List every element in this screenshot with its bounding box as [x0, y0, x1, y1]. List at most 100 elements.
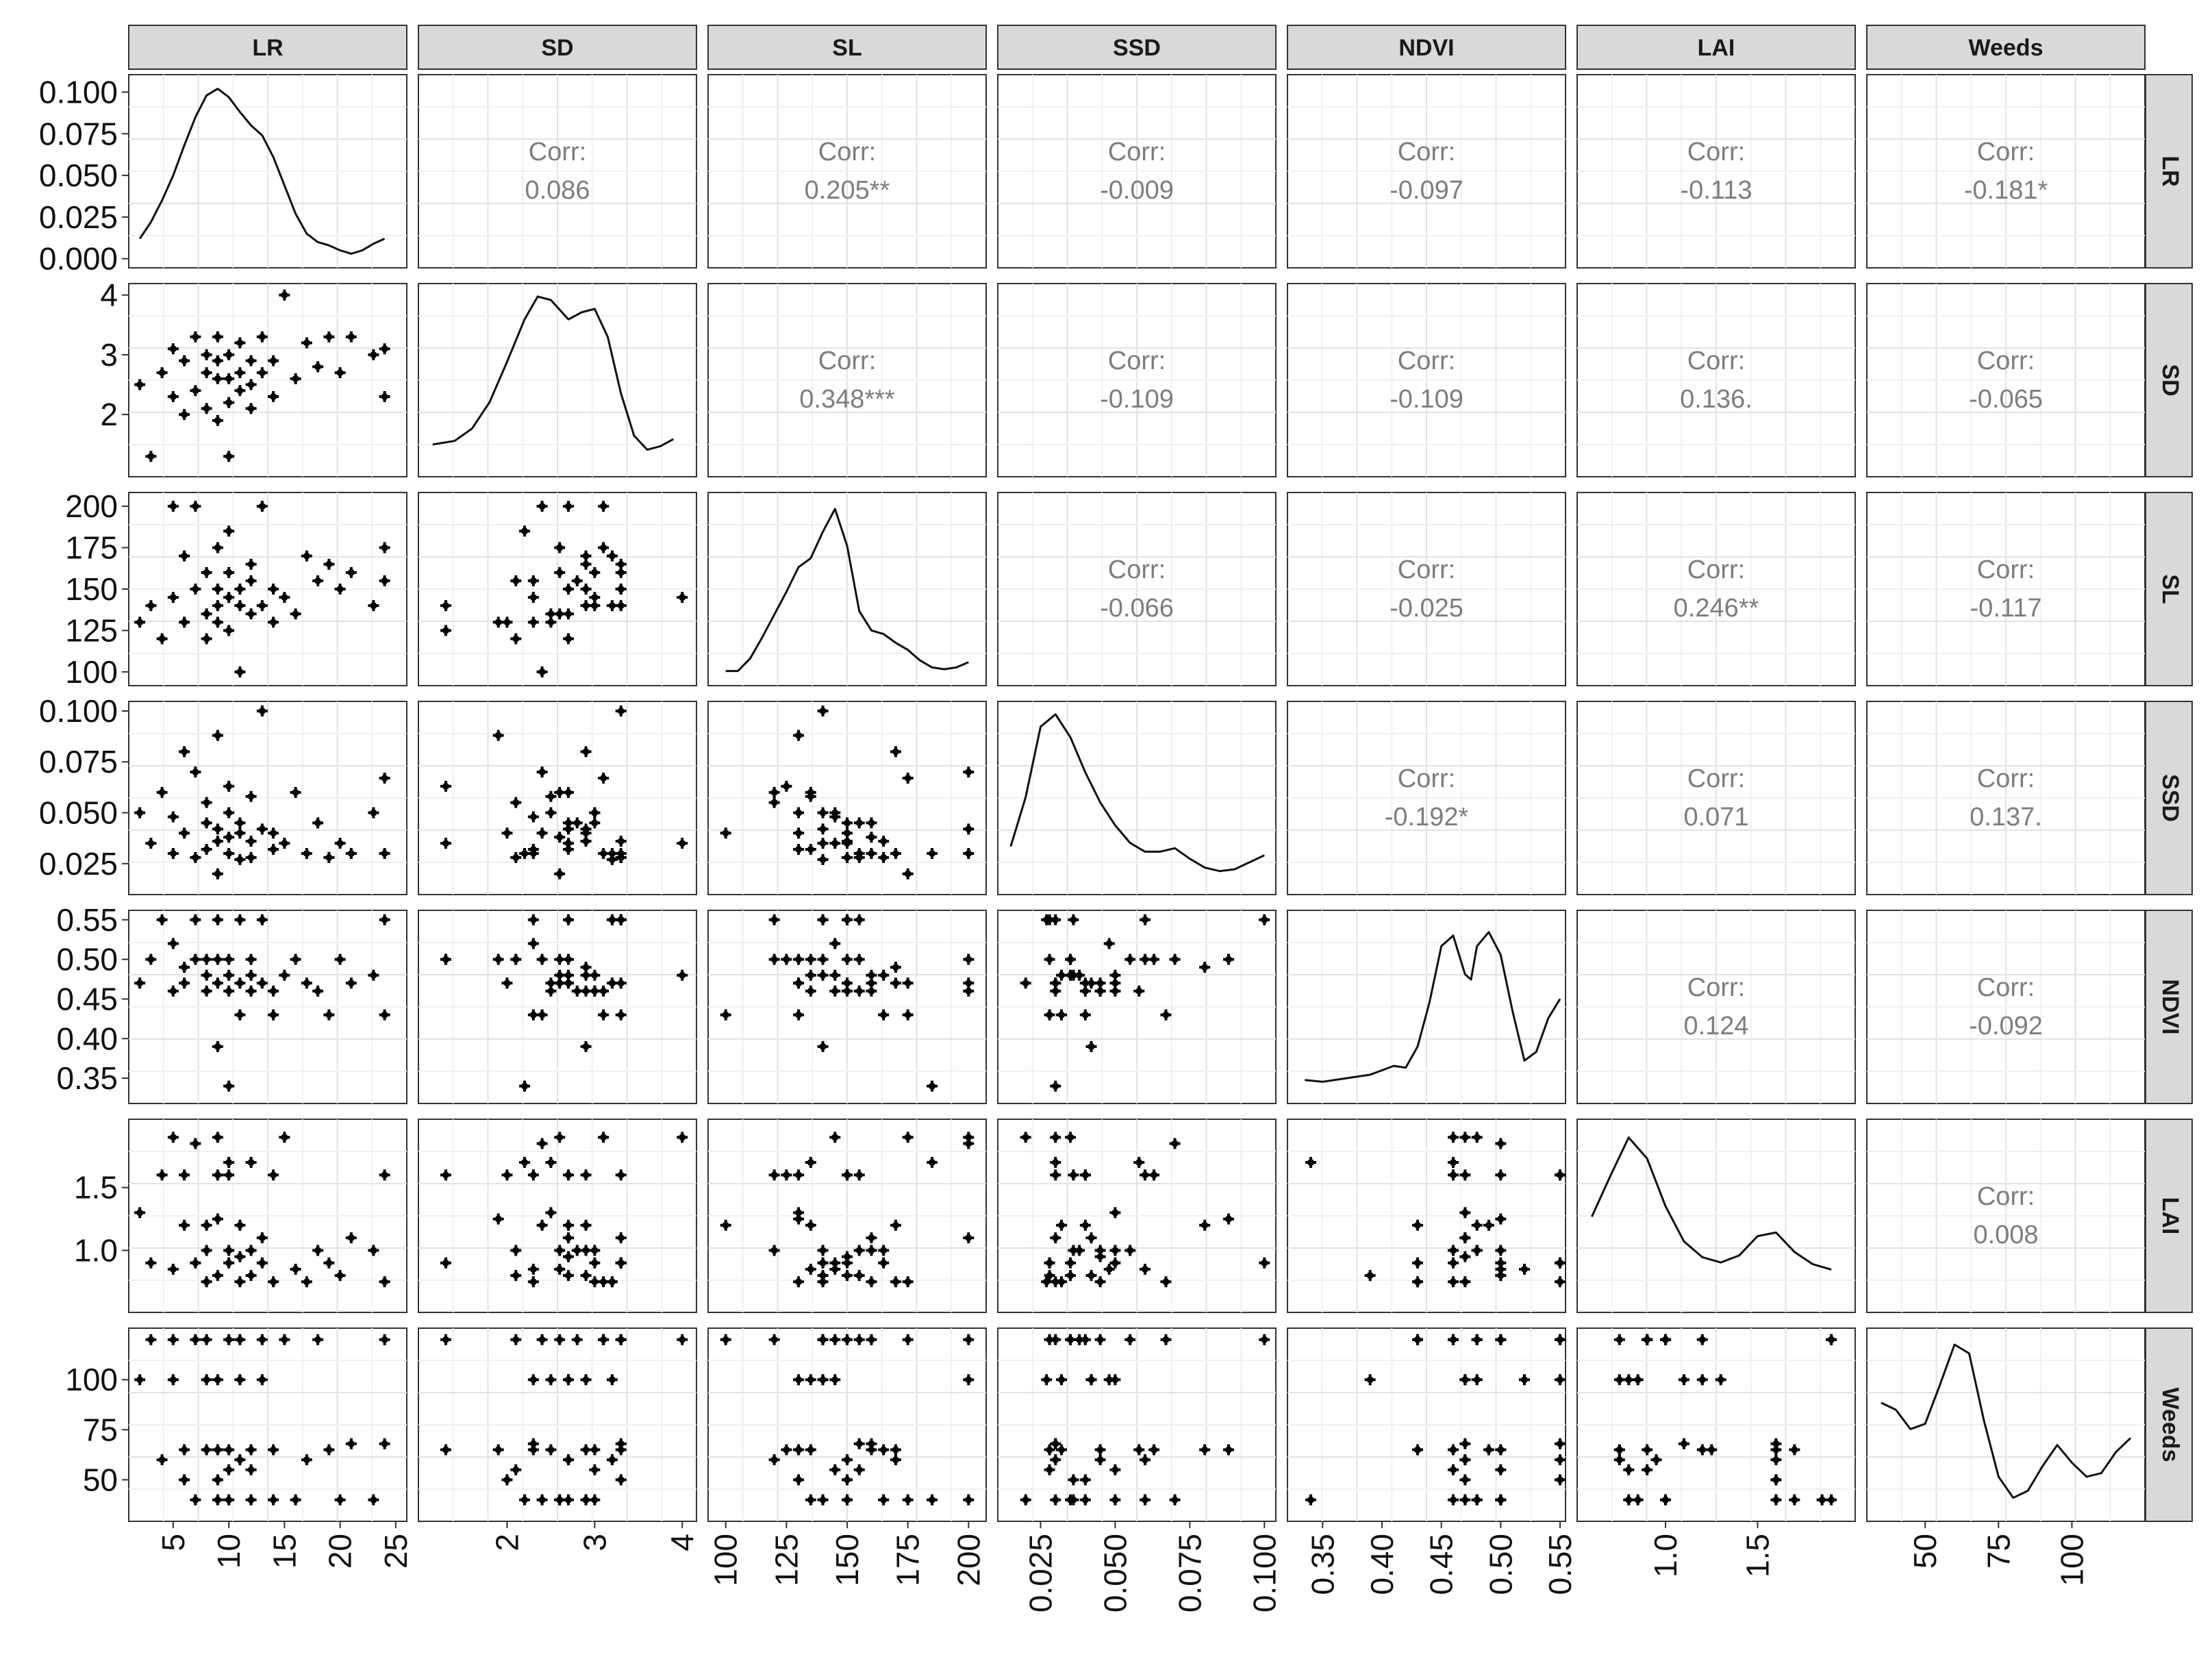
data-point-dot	[795, 1011, 803, 1019]
data-point-dot	[819, 1336, 827, 1343]
data-point-dot	[203, 405, 210, 412]
data-point-dot	[236, 339, 244, 347]
data-point-dot	[1057, 1278, 1065, 1286]
data-point-dot	[892, 1456, 899, 1464]
corr-value-sl-weeds: -0.117	[1970, 594, 2042, 623]
data-point-dot	[1141, 956, 1148, 963]
data-point-dot	[582, 1376, 590, 1384]
data-point-dot	[831, 987, 839, 995]
data-point-dot	[617, 1234, 625, 1242]
data-point-dot	[582, 964, 590, 971]
data-point-dot	[538, 1496, 546, 1504]
data-point-dot	[795, 1376, 803, 1384]
data-point-dot	[1096, 1253, 1104, 1260]
data-point-dot	[564, 635, 572, 643]
data-point-dot	[203, 987, 210, 995]
x-tick-label-lai: 1.5	[1740, 1534, 1776, 1577]
data-point-dot	[192, 1496, 199, 1504]
data-point-dot	[258, 1336, 266, 1343]
column-strip-label-lai: LAI	[1698, 35, 1735, 61]
data-point-dot	[1201, 1221, 1209, 1229]
corr-label-ndvi-weeds: Corr:	[1977, 973, 2035, 1002]
y-tick-label-ssd: 0.075	[39, 744, 118, 779]
data-point-dot	[225, 627, 233, 634]
data-point-dot	[158, 635, 166, 643]
data-point-dot	[1473, 1496, 1481, 1504]
data-point-dot	[236, 1221, 244, 1229]
data-point-dot	[503, 830, 511, 837]
data-point-dot	[203, 1336, 210, 1343]
data-point-dot	[1088, 1234, 1095, 1242]
data-point-dot	[892, 1278, 899, 1286]
x-tick-label-sl: 150	[829, 1534, 865, 1586]
data-point-dot	[169, 1134, 177, 1141]
data-point-dot	[214, 825, 221, 833]
data-point-dot	[591, 1466, 599, 1473]
data-point-dot	[181, 619, 188, 626]
data-point-dot	[442, 602, 449, 610]
data-point-dot	[1521, 1265, 1528, 1273]
data-point-dot	[258, 369, 266, 377]
data-point-dot	[136, 1376, 144, 1384]
x-tick-label-ssd: 0.100	[1246, 1534, 1282, 1612]
x-tick-label-lai: 1.0	[1648, 1534, 1683, 1577]
data-point-dot	[258, 916, 266, 923]
data-point-dot	[1081, 1011, 1089, 1019]
data-point-dot	[538, 503, 546, 510]
column-strip-lr	[128, 25, 407, 70]
data-point-dot	[236, 668, 244, 675]
data-point-dot	[225, 351, 233, 358]
data-point-dot	[844, 1456, 851, 1464]
data-point-dot	[192, 916, 199, 923]
data-point-dot	[381, 392, 388, 400]
data-point-dot	[1497, 1272, 1505, 1280]
data-point-dot	[844, 916, 851, 923]
data-point-dot	[892, 980, 899, 987]
data-point-dot	[214, 916, 221, 923]
data-point-dot	[1557, 1259, 1563, 1267]
data-point-dot	[538, 956, 546, 963]
data-point-dot	[529, 1278, 537, 1286]
data-point-dot	[521, 1159, 529, 1167]
data-point-dot	[529, 1171, 537, 1179]
column-strip-weeds	[1866, 25, 2146, 70]
data-point-dot	[1450, 1134, 1457, 1141]
data-point-dot	[855, 916, 863, 923]
data-point-dot	[381, 1278, 388, 1286]
data-point-dot	[831, 1466, 839, 1473]
data-point-dot	[494, 1446, 502, 1454]
data-point-dot	[247, 1247, 255, 1254]
data-point-dot	[370, 1496, 377, 1504]
data-point-dot	[181, 980, 188, 987]
data-point-dot	[892, 1221, 899, 1229]
data-point-dot	[795, 1278, 803, 1286]
data-point-dot	[214, 1134, 221, 1141]
data-point-dot	[1473, 1134, 1481, 1141]
data-point-dot	[831, 971, 839, 979]
data-point-dot	[203, 1446, 210, 1454]
data-point-dot	[807, 846, 814, 853]
data-point-dot	[236, 1253, 244, 1260]
data-point-dot	[564, 1171, 572, 1179]
corr-value-lr-sd: 0.086	[525, 176, 590, 205]
data-point-dot	[795, 956, 803, 963]
data-point-dot	[158, 788, 166, 796]
data-point-dot	[192, 503, 199, 510]
data-point-dot	[679, 1134, 686, 1141]
data-point-dot	[1625, 1466, 1633, 1473]
data-point-dot	[1772, 1496, 1780, 1504]
data-point-dot	[795, 980, 803, 987]
data-point-dot	[247, 577, 255, 584]
corr-value-sd-weeds: -0.065	[1969, 385, 2043, 414]
data-point-dot	[247, 405, 255, 412]
density-curve-ndvi	[1305, 931, 1561, 1083]
data-point-dot	[880, 1259, 888, 1267]
data-point-dot	[1067, 1272, 1074, 1280]
data-point-dot	[1076, 1336, 1083, 1343]
data-point-dot	[303, 849, 310, 857]
data-point-dot	[868, 980, 875, 987]
data-point-dot	[855, 1466, 863, 1473]
data-point-dot	[904, 1134, 912, 1141]
data-point-dot	[225, 1171, 233, 1179]
